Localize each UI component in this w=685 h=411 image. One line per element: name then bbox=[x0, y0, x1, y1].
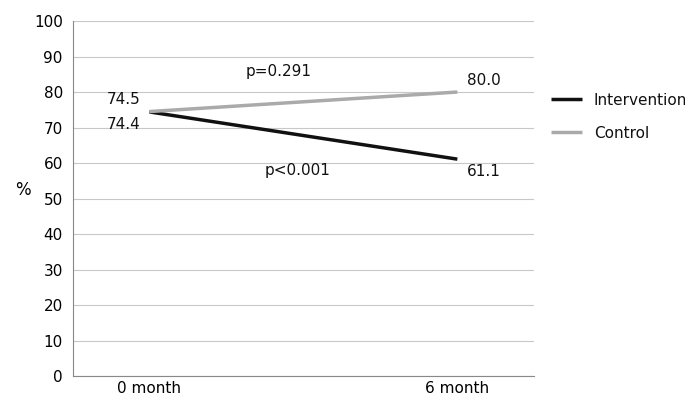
Intervention bbox=[145, 109, 153, 114]
Text: p<0.001: p<0.001 bbox=[264, 164, 330, 178]
Line: Intervention: Intervention bbox=[149, 112, 458, 159]
Control bbox=[145, 109, 153, 114]
Control bbox=[453, 90, 462, 95]
Text: 80.0: 80.0 bbox=[466, 73, 500, 88]
Text: 61.1: 61.1 bbox=[466, 164, 501, 180]
Text: 74.4: 74.4 bbox=[106, 117, 140, 132]
Intervention bbox=[453, 157, 462, 162]
Y-axis label: %: % bbox=[15, 180, 31, 199]
Line: Control: Control bbox=[149, 92, 458, 111]
Text: 74.5: 74.5 bbox=[106, 92, 140, 107]
Text: p=0.291: p=0.291 bbox=[246, 64, 312, 79]
Legend: Intervention, Control: Intervention, Control bbox=[551, 92, 685, 141]
